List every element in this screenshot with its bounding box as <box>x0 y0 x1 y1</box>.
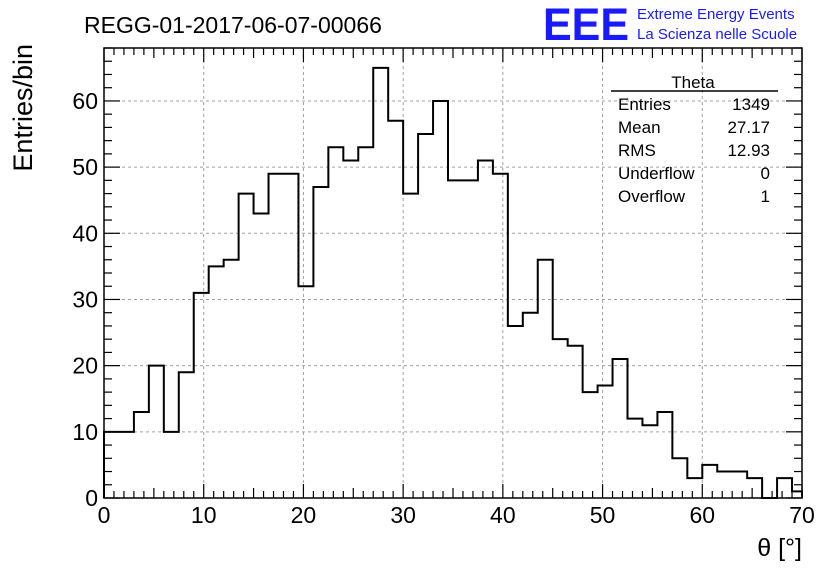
logo-line1: Extreme Energy Events <box>637 6 795 23</box>
stats-label: Mean <box>618 118 661 137</box>
stats-label: Entries <box>618 95 671 114</box>
x-tick-label: 50 <box>590 502 616 528</box>
y-tick-label: 10 <box>72 419 98 445</box>
logo-line2: La Scienza nelle Scuole <box>637 26 797 43</box>
y-tick-label: 0 <box>85 485 98 511</box>
stats-box: Theta Entries 1349 Mean 27.17 RMS 12.93 Underf… <box>611 73 778 206</box>
x-tick-label: 40 <box>490 502 516 528</box>
stats-value: 0 <box>761 164 770 183</box>
x-tick-label: 60 <box>689 502 715 528</box>
y-tick-labels: 0 10 20 30 40 50 60 <box>72 88 98 511</box>
y-tick-label: 30 <box>72 286 98 312</box>
y-tick-label: 50 <box>72 154 98 180</box>
x-tick-label: 20 <box>291 502 317 528</box>
histogram-series-theta <box>103 66 803 499</box>
stats-value: 1349 <box>732 95 770 114</box>
stats-rows: Entries 1349 Mean 27.17 RMS 12.93 Underflow 0 Ov… <box>618 95 770 206</box>
x-tick-label: 0 <box>98 502 111 528</box>
stats-label: Overflow <box>618 187 686 206</box>
stats-value: 12.93 <box>727 141 770 160</box>
x-axis-label: θ [°] <box>757 534 802 562</box>
x-tick-labels: 0 10 20 30 40 50 60 70 <box>98 502 815 528</box>
x-tick-label: 30 <box>390 502 416 528</box>
y-tick-label: 40 <box>72 220 98 246</box>
stats-box-title: Theta <box>671 73 715 92</box>
y-tick-label: 60 <box>72 88 98 114</box>
stats-label: RMS <box>618 141 656 160</box>
y-axis-label: Entries/bin <box>8 44 38 172</box>
stats-value: 27.17 <box>727 118 770 137</box>
logo-mark: EEE <box>543 0 629 50</box>
chart-title: REGG-01-2017-06-07-00066 <box>84 12 382 38</box>
stats-value: 1 <box>761 187 770 206</box>
y-tick-label: 20 <box>72 353 98 379</box>
logo: EEE Extreme Energy Events La Scienza nel… <box>543 0 797 50</box>
x-tick-label: 70 <box>789 502 815 528</box>
x-tick-label: 10 <box>191 502 217 528</box>
stats-label: Underflow <box>618 164 695 183</box>
axis-ticks <box>103 47 803 499</box>
